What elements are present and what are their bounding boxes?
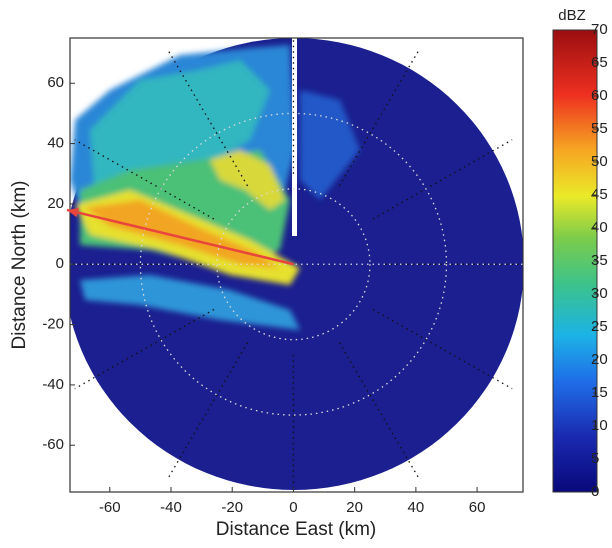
colorbar-label: dBZ	[558, 7, 586, 24]
colorbar-tick-label: 0	[591, 483, 599, 500]
colorbar-tick-label: 70	[591, 21, 608, 38]
colorbar-tick-label: 35	[591, 252, 608, 269]
x-tick-label: -20	[221, 499, 243, 516]
y-tick-label: 60	[47, 74, 64, 91]
arrow-head	[66, 207, 79, 218]
y-tick-label: -60	[42, 436, 64, 453]
radial-line	[372, 139, 513, 220]
colorbar-tick-label: 50	[591, 153, 608, 170]
colorbar-tick-label: 10	[591, 417, 608, 434]
y-axis-label: Distance North (km)	[9, 181, 30, 350]
y-tick-label: -20	[42, 316, 64, 333]
x-tick-label: 40	[408, 499, 425, 516]
radial-line	[372, 308, 513, 390]
colorbar-tick-label: 20	[591, 351, 608, 368]
x-tick-label: 60	[469, 499, 486, 516]
x-tick-label: -40	[160, 499, 182, 516]
y-tick-label: 0	[56, 255, 64, 272]
radial-line	[74, 308, 215, 390]
colorbar-tick-label: 60	[591, 87, 608, 104]
colorbar-tick-label: 65	[591, 54, 608, 71]
arrow-line	[66, 208, 294, 266]
radial-line	[338, 342, 421, 481]
radial-line	[166, 342, 249, 481]
colorbar-tick-label: 15	[591, 384, 608, 401]
range-ring	[139, 112, 448, 416]
colorbar-tick-label: 55	[591, 120, 608, 137]
radial-line	[166, 48, 249, 187]
x-tick-label: 20	[346, 499, 363, 516]
radial-line	[338, 48, 421, 187]
x-tick-label: -60	[99, 499, 121, 516]
y-tick-label: 20	[47, 195, 64, 212]
colorbar	[552, 29, 598, 493]
colorbar-tick-label: 30	[591, 285, 608, 302]
y-tick-label: 40	[47, 135, 64, 152]
x-axis-label: Distance East (km)	[216, 519, 376, 540]
x-tick-label: 0	[289, 499, 297, 516]
colorbar-tick-label: 5	[591, 450, 599, 467]
radial-line	[74, 139, 215, 220]
colorbar-tick-label: 45	[591, 186, 608, 203]
y-tick-label: -40	[42, 376, 64, 393]
range-ring	[216, 188, 371, 341]
colorbar-tick-label: 40	[591, 219, 608, 236]
plot-frame	[69, 37, 524, 493]
colorbar-tick-label: 25	[591, 318, 608, 335]
